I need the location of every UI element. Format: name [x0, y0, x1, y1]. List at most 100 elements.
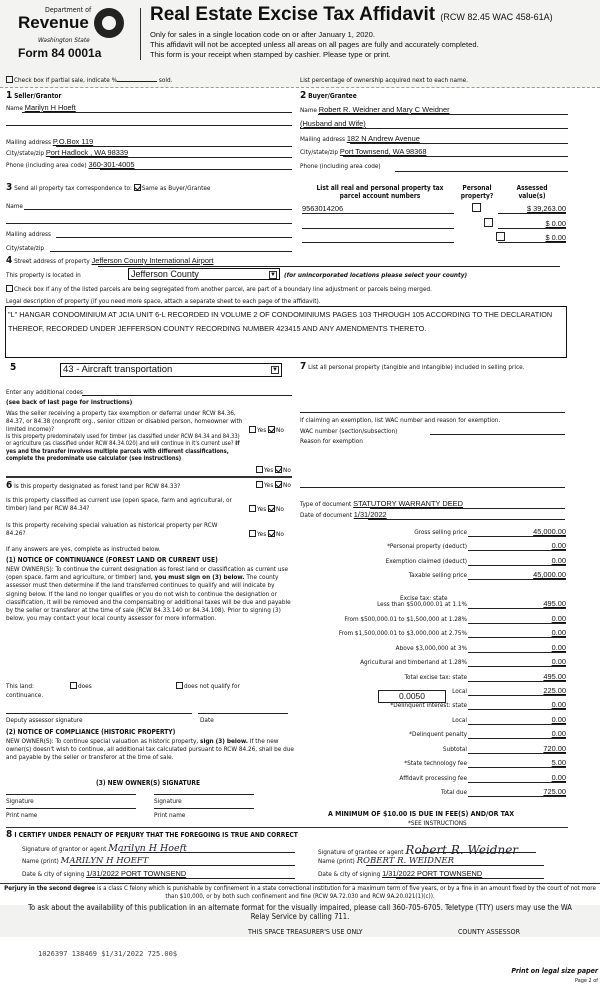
dropdown-arrow-icon: ▼	[271, 366, 279, 374]
tax-row-value[interactable]: 0.00	[468, 729, 566, 740]
grantee-name-field[interactable]: Name (print) ROBERT R. WEIDNER	[318, 856, 455, 866]
legal-description-input[interactable]: "L" HANGAR CONDOMINIUM AT JCIA UNIT 6-L …	[5, 306, 567, 358]
seller-phone-field[interactable]: Phone (including area code) 360-301-4005	[6, 160, 135, 169]
tax-row-label: Subtotal	[442, 744, 467, 753]
revenue-logo-icon	[94, 8, 124, 38]
assessed-value[interactable]: $ 39,263.00	[526, 204, 566, 213]
seller-name-field[interactable]: Name Marilyn H Hoeft	[6, 103, 76, 112]
doc-date-field[interactable]: Date of document 1/31/2022	[300, 510, 387, 519]
tax-row-value[interactable]: 0.00	[468, 773, 566, 783]
tax-row-value[interactable]: 0.00	[468, 556, 566, 566]
tax-row-label: From $500,000.01 to $1,500,000 at 1.28%	[344, 614, 467, 623]
tax-row-value[interactable]: 225.00	[468, 686, 566, 696]
yes-checkbox[interactable]	[256, 481, 263, 488]
grantor-name-field[interactable]: Name (print) MARILYN H HOEFT	[22, 856, 149, 866]
no-checkbox[interactable]	[275, 466, 283, 473]
corr-mail-label: Mailing address	[6, 230, 51, 238]
logo-state: Washington State	[38, 36, 90, 44]
dropdown-arrow-icon: ▼	[269, 271, 277, 279]
personal-property-checkbox[interactable]	[495, 232, 505, 241]
yes-checkbox[interactable]	[249, 426, 256, 433]
seller-mailing-field[interactable]: Mailing address P.O.Box 119	[6, 137, 94, 146]
q-historic: Is this property receiving special valua…	[6, 521, 218, 538]
does-not-checkbox[interactable]	[176, 682, 183, 689]
divider	[140, 8, 141, 60]
notice-compliance-text: NEW OWNER(S): To continue special valuat…	[6, 737, 294, 762]
tax-row-value[interactable]: 0.00	[468, 715, 566, 725]
tax-row-value[interactable]: 45,000.00	[468, 527, 566, 537]
tax-row-value[interactable]: 45,000.00	[468, 570, 566, 581]
assessed-value[interactable]: $ 0.00	[545, 218, 566, 228]
logo-revenue: Revenue	[18, 13, 89, 32]
doc-type-field[interactable]: Type of document STATUTORY WARRANTY DEED	[300, 499, 463, 508]
tax-row-value[interactable]: 495.00	[468, 599, 566, 610]
yes-checkbox[interactable]	[249, 530, 256, 537]
codes-label: Enter any additional codes	[6, 388, 83, 396]
tax-row-label: Agricultural and timberland at 1.28%	[360, 658, 467, 667]
land-use-select[interactable]: 43 - Aircraft transportation ▼	[60, 363, 282, 377]
does-not-option: does not qualify for	[176, 682, 240, 690]
excise-header: Excise tax: state	[400, 594, 448, 602]
no-checkbox[interactable]	[268, 530, 276, 537]
signature-label-2: Signature	[154, 797, 182, 805]
if-yes-note: If any answers are yes, complete as inst…	[6, 545, 161, 553]
no-checkbox[interactable]	[268, 426, 276, 433]
tax-row-label: *Personal property (deduct)	[387, 542, 467, 551]
yes-checkbox[interactable]	[256, 466, 263, 473]
grantee-date-field[interactable]: Date & city of signing 1/31/2022 PORT TO…	[318, 869, 483, 878]
partial-sale-checkbox[interactable]	[6, 76, 13, 83]
tax-row-value[interactable]: 0.00	[468, 643, 566, 653]
segregated-checkbox[interactable]	[6, 285, 13, 292]
this-land-label: This land:	[6, 682, 34, 690]
tax-row-label: Local	[452, 686, 467, 695]
personal-property-checkbox[interactable]	[483, 217, 493, 227]
tax-row-label: Gross selling price	[414, 528, 467, 536]
personal-property-checkbox[interactable]	[472, 203, 481, 212]
section5-number: 5	[10, 362, 17, 373]
reason-label: Reason for exemption	[300, 437, 363, 445]
tax-row-value[interactable]: 0.00	[468, 614, 566, 624]
q-timber-answer: Yes No	[256, 466, 291, 474]
q-historic-answer: Yes No	[249, 530, 284, 538]
tax-row-value[interactable]: 720.00	[468, 744, 566, 754]
see-instructions: *SEE INSTRUCTIONS	[408, 819, 467, 827]
tax-row-value[interactable]: 725.00	[468, 787, 566, 798]
yes-checkbox[interactable]	[249, 505, 256, 512]
q-timber: Is this property predominately used for …	[6, 434, 240, 463]
certify-heading: 8 I CERTIFY UNDER PENALTY OF PERJURY THA…	[6, 829, 298, 840]
tax-row-label: Affidavit processing fee	[399, 773, 467, 782]
no-checkbox[interactable]	[275, 481, 283, 488]
local-rate-input[interactable]: 0.0050	[378, 690, 446, 703]
corr-city-label: City/state/zip	[6, 244, 44, 252]
buyer-mailing-field[interactable]: Mailing address 182 N Andrew Avenue	[300, 134, 420, 143]
street-address-field[interactable]: 4 Street address of property Jefferson C…	[6, 255, 214, 266]
does-checkbox[interactable]	[70, 682, 77, 689]
new-owner-signature-title: (3) NEW OWNER(S) SIGNATURE	[96, 779, 201, 787]
county-note: (for unincorporated locations please sel…	[284, 271, 468, 279]
buyer-name-line2[interactable]: (Husband and Wife)	[300, 119, 366, 128]
located-label: This property is located in	[6, 271, 81, 279]
legal-paper-note: Print on legal size paper	[511, 967, 598, 975]
parcel-number[interactable]: 9563014206	[302, 204, 344, 213]
county-select[interactable]: Jefferson County ▼	[128, 268, 280, 280]
same-as-buyer-checkbox[interactable]	[133, 184, 141, 191]
grantee-signature-field[interactable]: Signature of grantee or agent Robert R. …	[318, 843, 519, 857]
buyer-city-field[interactable]: City/state/zip Port Townsend, WA 98368	[300, 147, 427, 156]
tax-row-label: Taxable selling price	[408, 571, 467, 580]
assessed-value[interactable]: $ 0.00	[545, 233, 566, 242]
tax-row-value[interactable]: 0.00	[468, 700, 566, 711]
no-checkbox[interactable]	[268, 505, 276, 512]
buyer-phone-field[interactable]: Phone (including area code)	[300, 162, 381, 170]
tax-row-value[interactable]: 0.00	[468, 657, 566, 668]
correspondence-heading: 3 Send all property tax correspondence t…	[6, 182, 211, 193]
grantor-signature-field[interactable]: Signature of grantor or agent Marilyn H …	[22, 843, 187, 854]
buyer-name-field[interactable]: Name Robert R. Weidner and Mary C Weidne…	[300, 105, 450, 114]
form-number: Form 84 0001a	[18, 46, 102, 60]
seller-city-field[interactable]: City/state/zip Port Hadlock , WA 98339	[6, 148, 129, 157]
subtitle-2: This affidavit will not be accepted unle…	[150, 40, 479, 49]
tax-row-value[interactable]: 0.00	[468, 541, 566, 552]
tax-row-value[interactable]: 495.00	[468, 672, 566, 682]
tax-row-value[interactable]: 0.00	[468, 628, 566, 639]
tax-row-value[interactable]: 5.00	[468, 758, 566, 769]
grantor-date-field[interactable]: Date & city of signing 1/31/2022 PORT TO…	[22, 869, 187, 878]
